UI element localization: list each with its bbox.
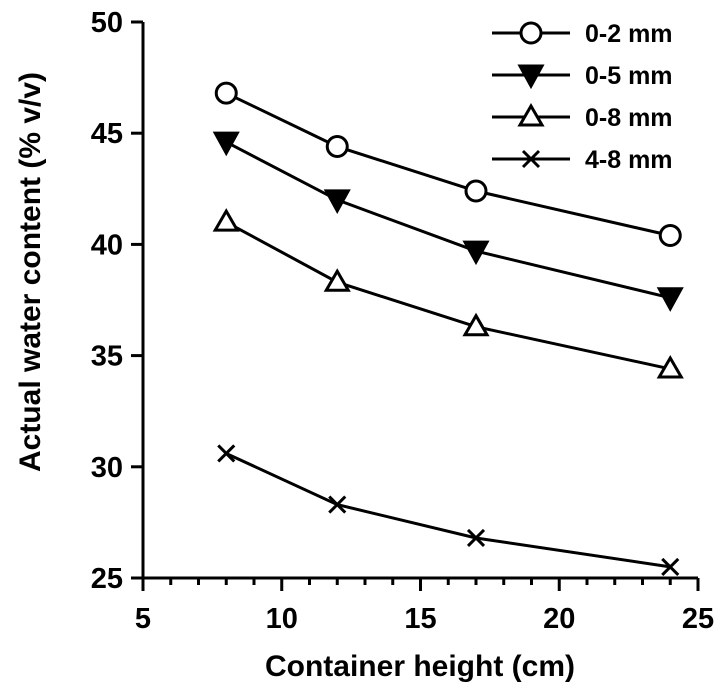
data-point	[217, 444, 236, 463]
y-tick-label: 40	[91, 229, 123, 261]
data-point	[464, 179, 488, 203]
legend-item: 0-5 mm	[492, 62, 673, 90]
data-point	[658, 224, 682, 248]
data-point	[323, 268, 351, 292]
series-3	[212, 208, 684, 379]
legend-marker	[517, 64, 545, 90]
legend: 0-2 mm 0-5 mm 0-8 mm 4-8 mm	[492, 20, 673, 174]
series-1	[214, 81, 682, 248]
legend-item: 0-2 mm	[492, 20, 673, 48]
data-point	[466, 528, 486, 548]
data-point	[462, 312, 490, 337]
series-line	[225, 91, 671, 237]
series-line	[225, 220, 671, 371]
data-point	[656, 287, 684, 312]
series-line	[225, 140, 671, 300]
y-tick-label: 45	[91, 118, 123, 150]
series-group	[212, 81, 684, 576]
y-axis-title: Actual water content (% v/v)	[14, 72, 47, 472]
x-tick-label: 25	[682, 603, 714, 635]
legend-label: 0-2 mm	[585, 20, 673, 48]
data-point	[212, 208, 240, 232]
x-tick-label: 10	[266, 603, 298, 635]
legend-marker	[517, 103, 545, 127]
y-tick-label: 30	[91, 452, 123, 484]
data-point	[661, 557, 680, 576]
legend-marker	[521, 149, 541, 169]
x-tick-label: 5	[135, 603, 151, 635]
x-tick-label: 20	[543, 603, 575, 635]
legend-label: 0-5 mm	[585, 62, 673, 90]
data-point	[325, 135, 349, 159]
x-axis-title: Container height (cm)	[265, 650, 575, 683]
series-2	[212, 131, 684, 312]
data-point	[462, 240, 490, 266]
legend-label: 4-8 mm	[585, 146, 673, 174]
y-tick-label: 35	[91, 341, 123, 373]
series-line	[225, 452, 671, 569]
y-tick-label: 50	[91, 7, 123, 39]
y-tick-label: 25	[91, 563, 123, 595]
axis-ticks: 25 30 35 40 45 50 5 10 15 20 25	[91, 7, 714, 635]
x-tick-label: 15	[404, 603, 436, 635]
legend-item: 0-8 mm	[492, 103, 673, 132]
data-point	[323, 189, 351, 215]
data-point	[212, 131, 240, 157]
legend-marker	[519, 21, 543, 45]
data-point	[214, 81, 238, 105]
series-4	[217, 444, 680, 576]
data-point	[656, 354, 684, 379]
data-point	[328, 495, 347, 514]
legend-item: 4-8 mm	[492, 146, 673, 174]
legend-label: 0-8 mm	[585, 104, 673, 132]
